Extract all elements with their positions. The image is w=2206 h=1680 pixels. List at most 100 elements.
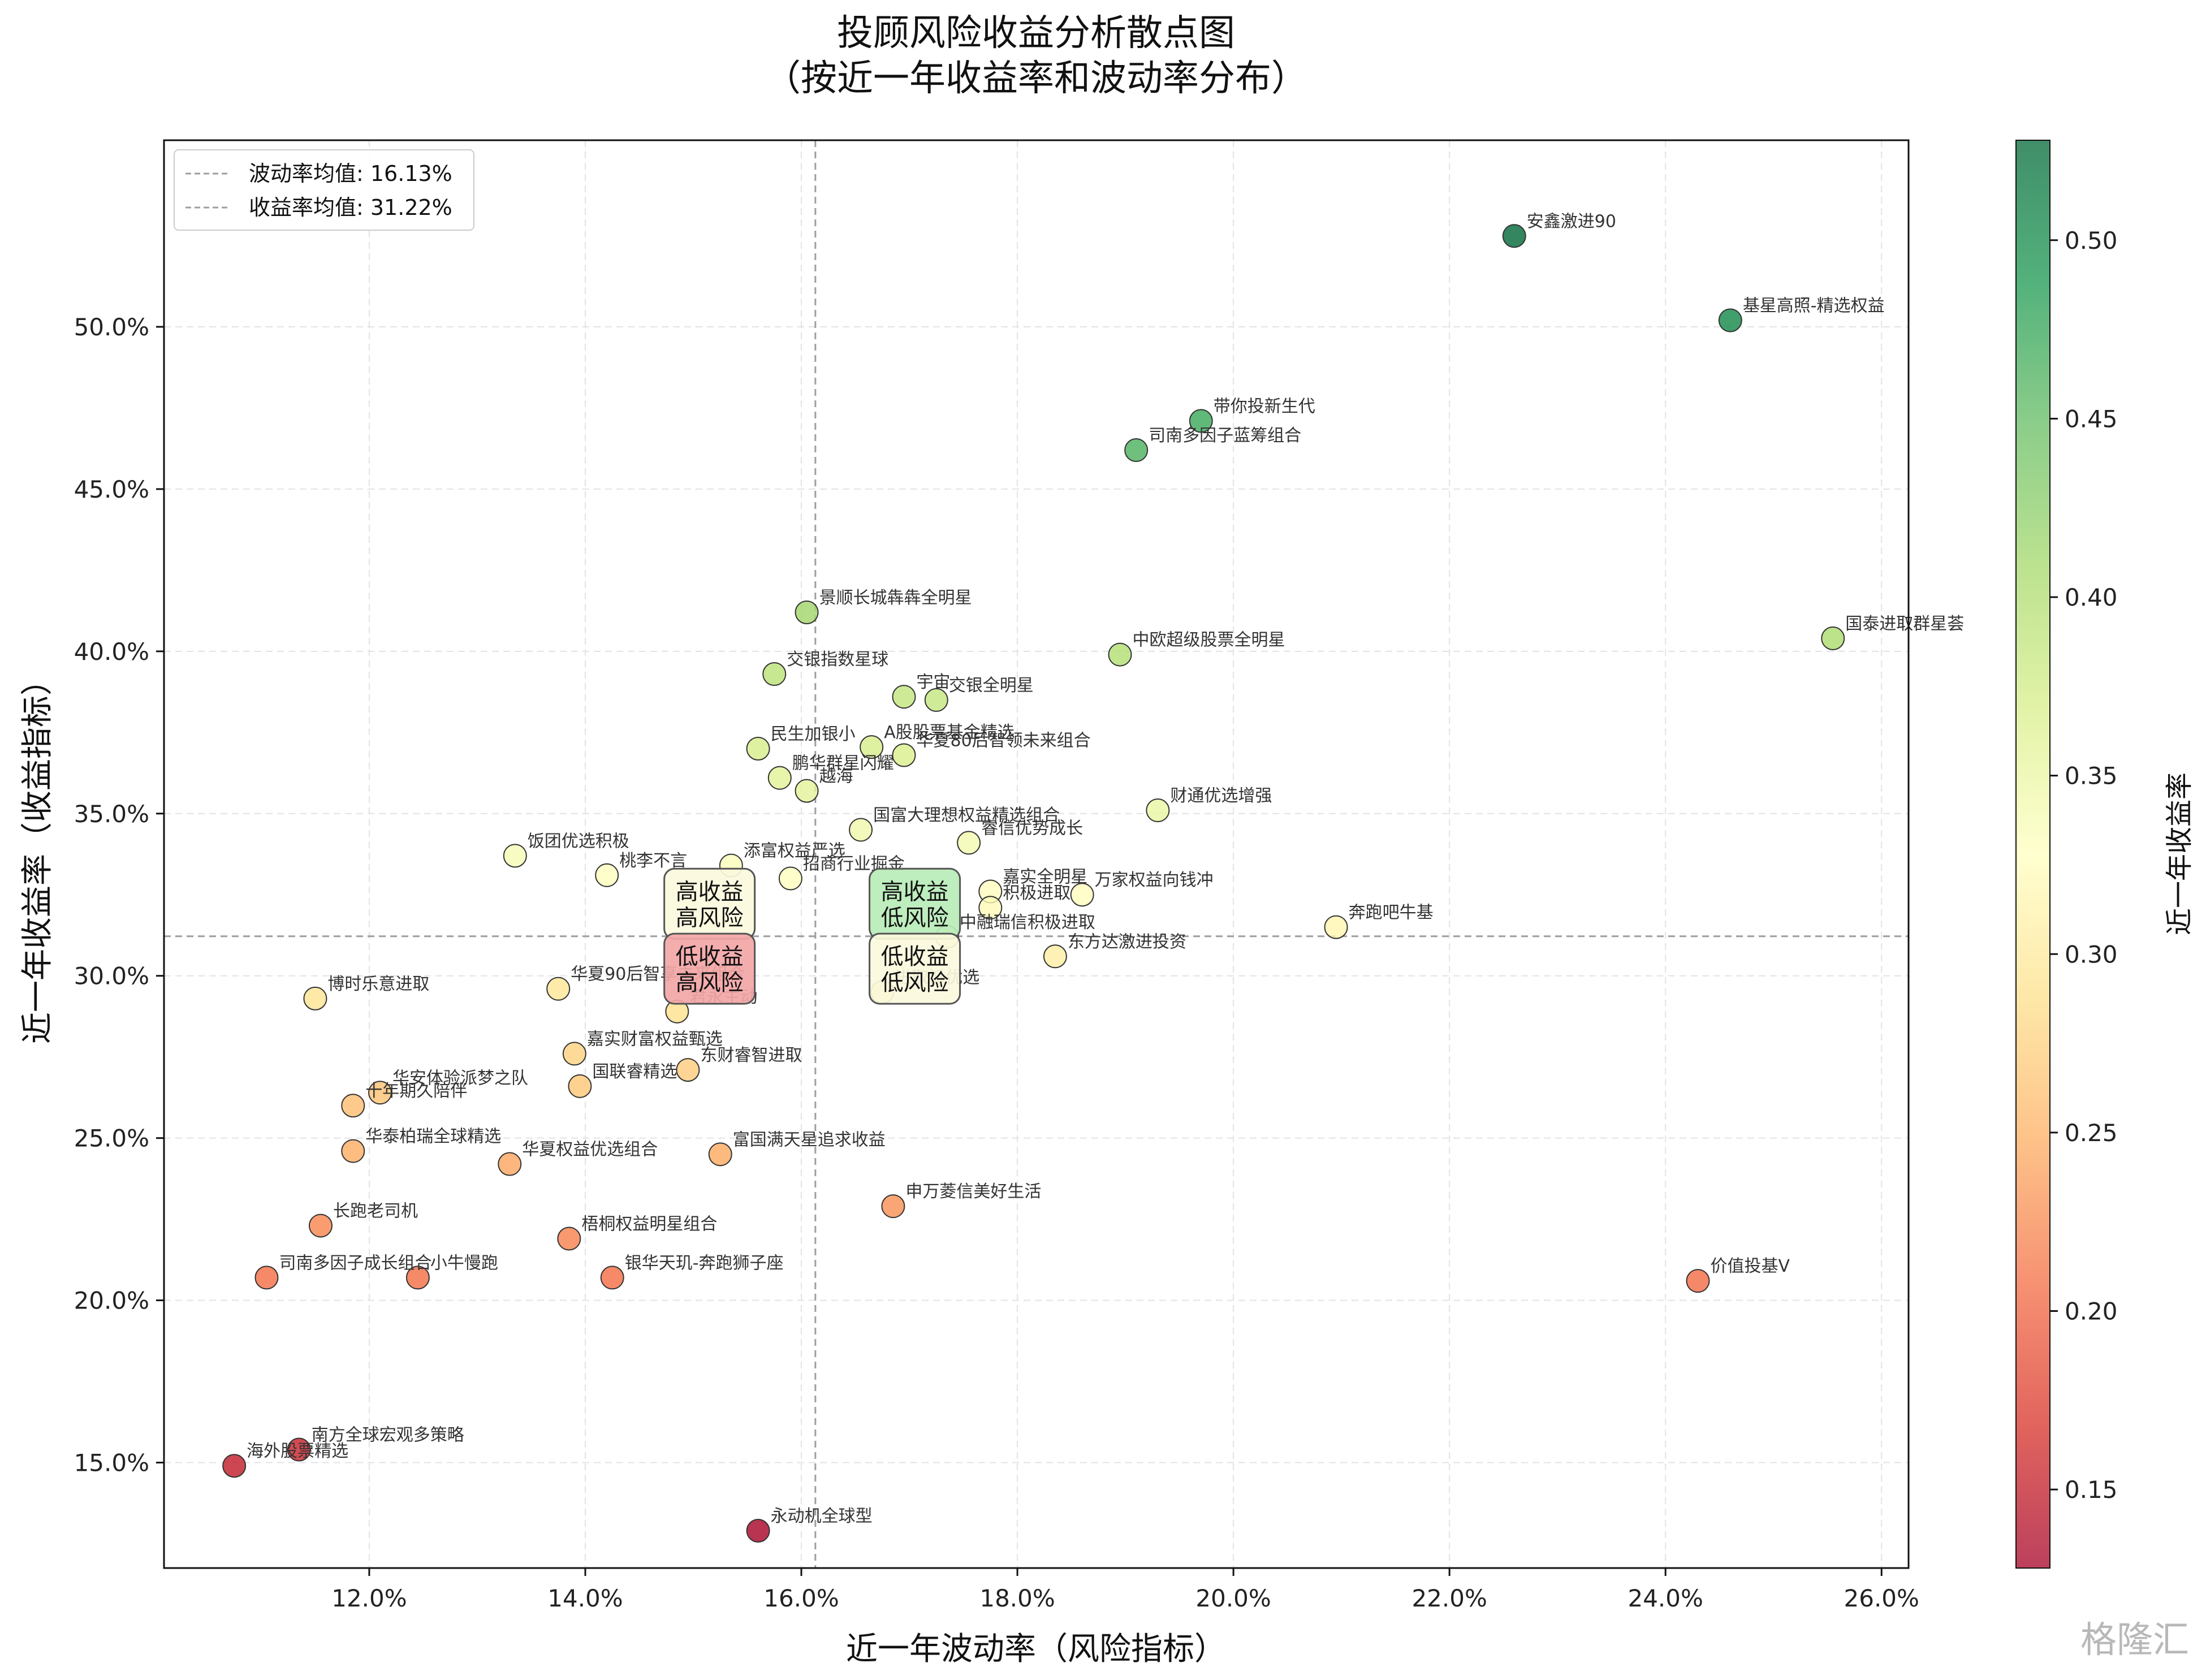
legend-label-return: 收益率均值: 31.22% xyxy=(249,195,452,220)
point-label: 中欧超级股票全明星 xyxy=(1133,630,1285,650)
data-point xyxy=(881,1194,905,1219)
data-point xyxy=(222,1454,247,1478)
point-label: 越海 xyxy=(819,767,853,787)
data-point xyxy=(1070,883,1094,907)
chart-subtitle: （按近一年收益率和波动率分布） xyxy=(765,58,1307,100)
watermark-logo: 格隆汇 xyxy=(2080,1619,2189,1661)
quadrant-label-return: 高收益 xyxy=(676,879,744,905)
point-label: 国联睿精选 xyxy=(592,1062,677,1082)
data-point xyxy=(1324,915,1348,939)
data-point xyxy=(924,688,948,712)
data-point xyxy=(795,779,819,803)
y-tick-label: 15.0% xyxy=(74,1449,149,1476)
point-label: 东方达激进投资 xyxy=(1068,932,1186,952)
point-label: 交银全明星 xyxy=(949,676,1034,696)
point-label: 民生加银小 xyxy=(771,724,856,744)
data-point xyxy=(368,1081,392,1105)
point-label: 华泰柏瑞全球精选 xyxy=(365,1127,501,1147)
data-point xyxy=(978,896,1003,920)
quadrant-box-bg xyxy=(663,932,756,1005)
legend-box xyxy=(174,149,474,231)
data-point xyxy=(546,977,571,1001)
point-label: 交银指数星球 xyxy=(787,650,888,670)
point-label: 申万菱信美好生活 xyxy=(905,1182,1041,1202)
data-point xyxy=(778,866,802,891)
point-label: 国泰进取群星荟 xyxy=(1845,614,1964,634)
data-point xyxy=(708,1142,732,1167)
data-point xyxy=(746,1519,770,1543)
quadrant-label-risk: 低风险 xyxy=(881,905,949,931)
point-label: 奔跑吧牛基 xyxy=(1349,903,1434,923)
x-tick-label: 18.0% xyxy=(979,1584,1055,1612)
colorbar-tick-label: 0.40 xyxy=(2065,584,2118,611)
data-point xyxy=(860,735,884,759)
colorbar: 0.15 0.20 0.25 0.30 0.35 0.40 0.45 0.50 近一年收益率 xyxy=(2015,140,2195,1569)
colorbar-tick-label: 0.20 xyxy=(2065,1298,2118,1325)
y-axis-ticks: 15.0% 20.0% 25.0% 30.0% 35.0% 40.0% 45.0% 50.0% xyxy=(74,313,164,1476)
point-label: 博时乐意进取 xyxy=(327,974,429,994)
point-label: 嘉实全明星 xyxy=(1003,867,1087,887)
x-tick-label: 24.0% xyxy=(1627,1584,1703,1612)
data-point xyxy=(762,662,787,686)
x-tick-label: 14.0% xyxy=(547,1584,623,1612)
legend: 波动率均值: 16.13% 收益率均值: 31.22% xyxy=(174,149,474,231)
point-label: 华夏权益优选组合 xyxy=(522,1140,658,1160)
data-point xyxy=(498,1152,522,1176)
data-point xyxy=(1502,224,1526,248)
point-label: 鹏华群星闪耀 xyxy=(792,754,894,774)
x-tick-label: 20.0% xyxy=(1195,1584,1271,1612)
x-tick-label: 22.0% xyxy=(1411,1584,1487,1612)
data-point xyxy=(341,1139,365,1163)
data-point xyxy=(303,986,327,1010)
point-label: 富国满天星追求收益 xyxy=(733,1130,886,1150)
point-label: 中融瑞信积极进取 xyxy=(960,913,1095,932)
data-point xyxy=(557,1226,581,1251)
data-point xyxy=(308,1213,333,1238)
y-tick-label: 45.0% xyxy=(74,476,149,503)
x-tick-label: 16.0% xyxy=(763,1584,839,1612)
data-point xyxy=(1718,308,1742,332)
point-label: 价值投基V xyxy=(1711,1256,1790,1276)
colorbar-tick-label: 0.45 xyxy=(2065,405,2118,433)
data-point xyxy=(254,1266,279,1290)
point-label: 十年期久陪伴 xyxy=(365,1081,467,1101)
colorbar-ticks: 0.15 0.20 0.25 0.30 0.35 0.40 0.45 0.50 xyxy=(2050,227,2118,1504)
point-label: 积极进取 xyxy=(1003,883,1070,903)
point-label: 华夏80后智领未来组合 xyxy=(916,731,1090,750)
quadrant-label-return: 低收益 xyxy=(676,944,744,970)
colorbar-title: 近一年收益率 xyxy=(2164,772,2195,935)
y-tick-label: 25.0% xyxy=(74,1125,149,1152)
point-label: 司南多因子蓝筹组合 xyxy=(1149,426,1301,446)
data-point xyxy=(1189,409,1213,433)
data-point xyxy=(767,766,792,790)
point-label: A股股票基金精选 xyxy=(884,723,1014,742)
quadrant-label-return: 低收益 xyxy=(881,944,949,970)
data-point xyxy=(1124,438,1149,463)
point-label: 桃李不言 xyxy=(619,851,687,871)
point-label: 东财睿智进取 xyxy=(700,1046,802,1065)
colorbar-tick-label: 0.30 xyxy=(2065,940,2118,968)
data-point xyxy=(341,1094,365,1118)
data-point xyxy=(795,600,819,624)
data-point xyxy=(849,818,873,842)
grid xyxy=(164,140,1909,1568)
data-point xyxy=(287,1437,311,1462)
data-point xyxy=(892,685,916,709)
point-labels: 安鑫激进90 基星高照-精选权益带你投新生代司南多因子蓝筹组合景顺长城犇犇全明星中… xyxy=(247,211,1964,1526)
colorbar-tick-label: 0.35 xyxy=(2065,762,2118,790)
point-label: 景顺长城犇犇全明星 xyxy=(819,588,972,608)
data-point xyxy=(405,1266,430,1290)
point-label: 南方全球宏观多策略 xyxy=(312,1426,464,1445)
x-tick-label: 12.0% xyxy=(331,1584,407,1612)
y-axis-title: 近一年收益率（收益指标） xyxy=(19,664,56,1044)
point-label: 嘉实财富权益甄选 xyxy=(587,1029,723,1049)
point-label: 梧桐权益明星组合 xyxy=(581,1215,717,1234)
data-point xyxy=(1146,798,1170,823)
data-point xyxy=(957,831,981,855)
x-axis-ticks: 12.0% 14.0% 16.0% 18.0% 20.0% 22.0% 24.0% 26.0% xyxy=(331,1568,1919,1612)
